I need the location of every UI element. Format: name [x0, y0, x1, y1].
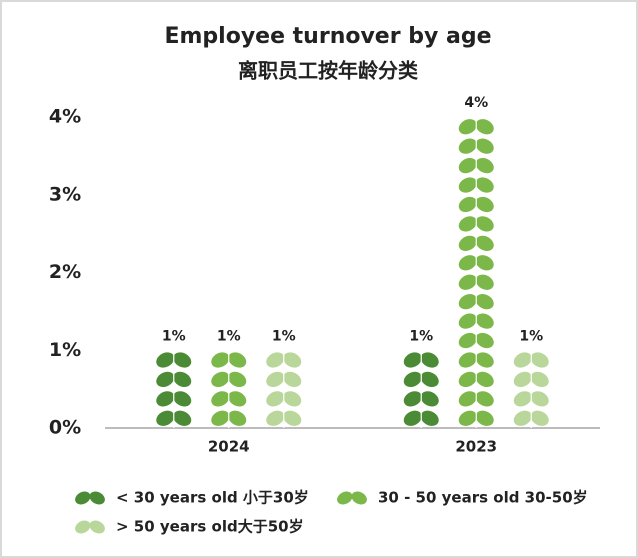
chart-frame [1, 1, 637, 557]
legend-label: < 30 years old 小于30岁 [116, 489, 309, 507]
chart-subtitle: 离职员工按年龄分类 [238, 59, 418, 83]
y-tick-label: 0% [49, 417, 81, 439]
value-label: 1% [519, 328, 543, 344]
chart-title: Employee turnover by age [164, 24, 491, 49]
x-tick-label: 2024 [208, 438, 250, 456]
y-tick-label: 4% [49, 106, 81, 128]
legend-label: 30 - 50 years old 30-50岁 [378, 489, 588, 507]
y-tick-label: 2% [49, 261, 81, 283]
x-tick-label: 2023 [455, 438, 497, 456]
value-label: 1% [272, 328, 296, 344]
y-tick-label: 1% [49, 339, 81, 361]
value-label: 1% [217, 328, 241, 344]
value-label: 4% [464, 95, 488, 111]
y-tick-label: 3% [49, 183, 81, 205]
legend-label: > 50 years old大于50岁 [116, 518, 304, 536]
chart: Employee turnover by age 离职员工按年龄分类 0% 1% 2… [0, 0, 638, 558]
value-label: 1% [162, 328, 186, 344]
value-label: 1% [409, 328, 433, 344]
